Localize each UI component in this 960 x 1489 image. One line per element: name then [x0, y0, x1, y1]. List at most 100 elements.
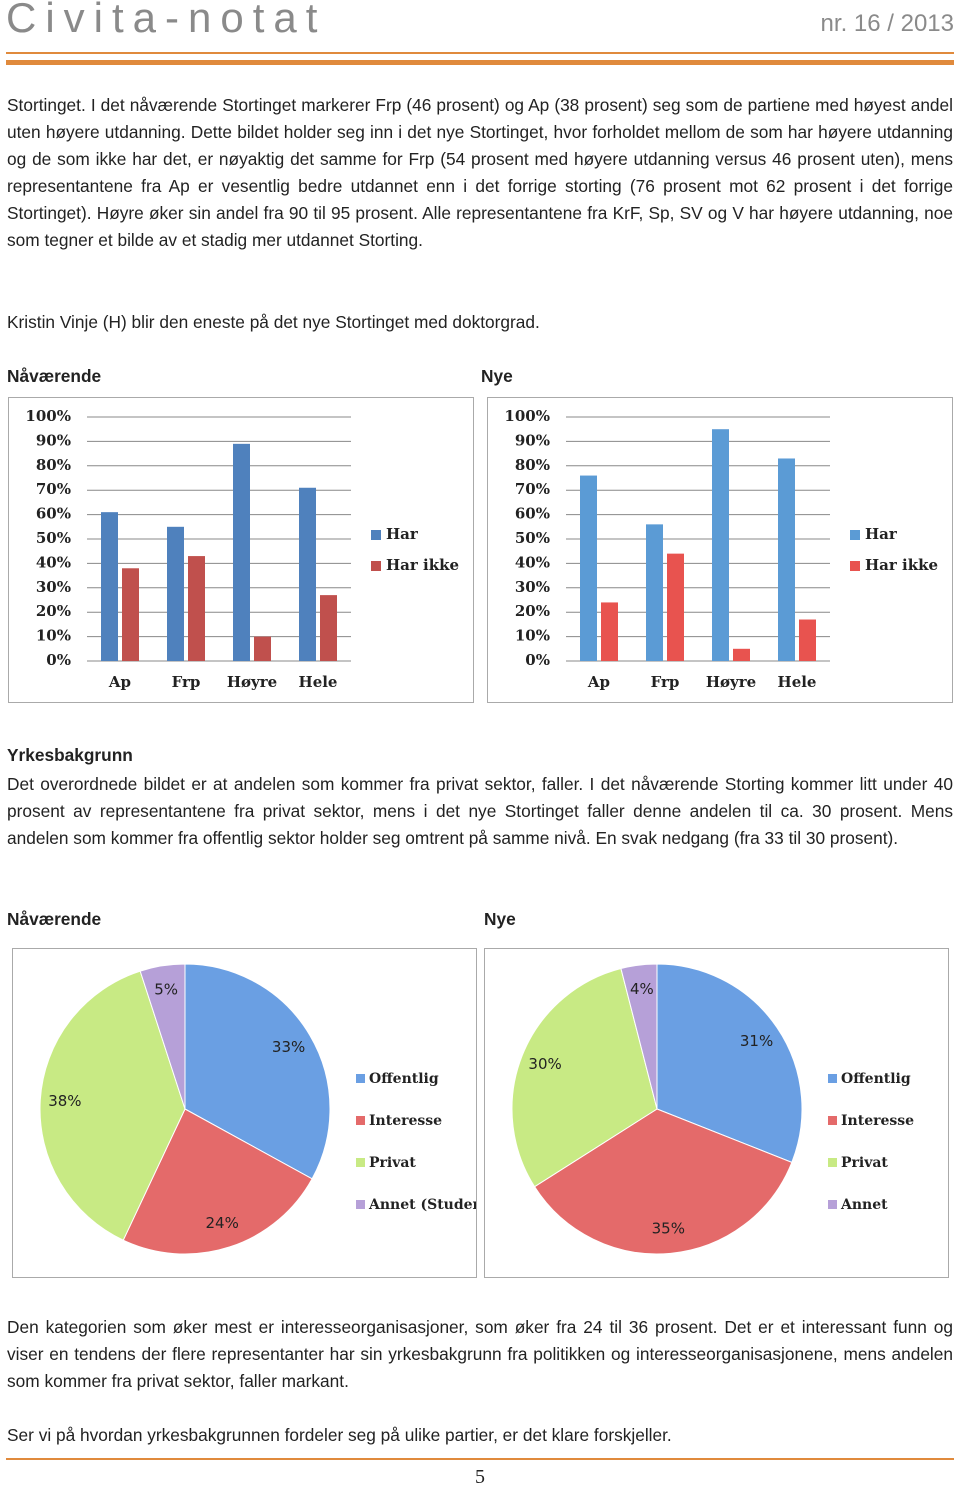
pie-slice	[511, 967, 658, 1188]
legend-label: Har	[865, 525, 898, 543]
header-rule	[6, 52, 954, 54]
legend-label: Har ikke	[386, 556, 459, 574]
bar	[122, 568, 139, 661]
paragraph: Stortinget. I det nåværende Stortinget m…	[7, 95, 953, 250]
bar	[601, 602, 618, 661]
pie-slice	[533, 1108, 793, 1255]
y-tick-label: 70%	[36, 480, 71, 498]
legend-swatch	[850, 530, 860, 540]
paragraph: Kristin Vinje (H) blir den eneste på det…	[7, 312, 540, 332]
legend-swatch	[828, 1200, 837, 1209]
legend-label: Har	[386, 525, 419, 543]
y-tick-label: 50%	[36, 529, 71, 547]
header-rule	[6, 60, 954, 65]
x-tick-label: Frp	[172, 673, 201, 691]
y-tick-label: 50%	[515, 529, 550, 547]
bar	[254, 636, 271, 661]
legend-swatch	[356, 1116, 365, 1125]
y-tick-label: 20%	[515, 602, 550, 620]
legend-swatch	[828, 1074, 837, 1083]
paragraph: Det overordnede bildet er at andelen som…	[7, 774, 953, 848]
bar	[580, 475, 597, 661]
y-tick-label: 90%	[515, 431, 550, 449]
legend-label: Privat	[841, 1155, 888, 1171]
footer-rule	[6, 1458, 954, 1460]
chart-label: Nåværende	[7, 366, 102, 386]
bar	[167, 526, 184, 661]
pie-chart: 33% 24% 38% 5% Offentlig Interesse Privat Annet…	[12, 948, 477, 1278]
legend-label: Annet (Student)	[368, 1197, 477, 1213]
data-label: 35%	[652, 1219, 685, 1237]
bar	[712, 429, 729, 661]
y-tick-label: 40%	[36, 553, 71, 571]
page-number: 5	[475, 1466, 485, 1488]
x-tick-label: Ap	[587, 673, 610, 691]
x-tick-label: Ap	[108, 673, 131, 691]
bar	[667, 553, 684, 661]
y-tick-label: 30%	[36, 578, 71, 596]
y-tick-label: 20%	[36, 602, 71, 620]
bar	[799, 619, 816, 661]
y-tick-label: 10%	[36, 627, 71, 645]
legend-swatch	[356, 1158, 365, 1167]
chart-label: Nye	[481, 366, 513, 386]
section-heading: Yrkesbakgrunn	[7, 745, 133, 765]
bar	[101, 512, 118, 661]
pie-slice	[184, 963, 331, 1180]
y-tick-label: 60%	[515, 505, 550, 523]
bar-chart: 0% 10% 20% 30% 40% 50% 60% 70% 80% 90% 100% Ap Frp Hø…	[8, 397, 474, 703]
y-tick-label: 10%	[515, 627, 550, 645]
chart-label: Nåværende	[7, 909, 102, 929]
bar	[299, 487, 316, 661]
legend-label: Har ikke	[865, 556, 938, 574]
data-label: 30%	[528, 1055, 561, 1073]
legend-label: Annet	[840, 1197, 888, 1213]
legend-label: Privat	[369, 1155, 416, 1171]
y-tick-label: 80%	[515, 456, 550, 474]
y-tick-label: 80%	[36, 456, 71, 474]
pie-slice	[656, 963, 803, 1164]
x-tick-label: Frp	[651, 673, 680, 691]
y-tick-label: 100%	[504, 407, 550, 425]
data-label: 5%	[154, 981, 178, 999]
header-issue: nr. 16 / 2013	[820, 10, 954, 37]
bar	[733, 648, 750, 661]
data-label: 31%	[740, 1032, 773, 1050]
pie-slice	[39, 970, 186, 1241]
bar	[646, 524, 663, 661]
bar	[188, 556, 205, 661]
legend-swatch	[850, 561, 860, 571]
y-tick-label: 100%	[25, 407, 71, 425]
y-tick-label: 0%	[525, 651, 550, 669]
x-tick-label: Høyre	[706, 673, 756, 691]
y-tick-label: 60%	[36, 505, 71, 523]
bar	[233, 443, 250, 661]
y-tick-label: 90%	[36, 431, 71, 449]
x-tick-label: Hele	[778, 673, 817, 691]
data-label: 24%	[206, 1214, 239, 1232]
pie-slice	[139, 963, 186, 1110]
bar	[320, 595, 337, 661]
legend-label: Interesse	[841, 1113, 914, 1129]
data-label: 38%	[48, 1092, 81, 1110]
y-tick-label: 0%	[46, 651, 71, 669]
x-tick-label: Hele	[299, 673, 338, 691]
y-tick-label: 70%	[515, 480, 550, 498]
bar-chart: 0% 10% 20% 30% 40% 50% 60% 70% 80% 90% 100% Ap Frp Hø…	[487, 397, 953, 703]
chart-label: Nye	[484, 909, 516, 929]
legend-swatch	[828, 1158, 837, 1167]
legend-swatch	[356, 1200, 365, 1209]
data-label: 4%	[630, 980, 654, 998]
pie-slice	[620, 963, 658, 1110]
pie-chart: 31% 35% 30% 4% Offentlig Interesse Privat Annet	[484, 948, 949, 1278]
data-label: 33%	[272, 1038, 305, 1056]
legend-swatch	[371, 561, 381, 571]
y-tick-label: 40%	[515, 553, 550, 571]
legend-swatch	[828, 1116, 837, 1125]
legend-label: Interesse	[369, 1113, 442, 1129]
paragraph: Ser vi på hvordan yrkesbakgrunnen fordel…	[7, 1425, 672, 1445]
header-title: Civita-notat	[6, 0, 327, 41]
pie-slice	[122, 1108, 313, 1255]
bar	[778, 458, 795, 661]
